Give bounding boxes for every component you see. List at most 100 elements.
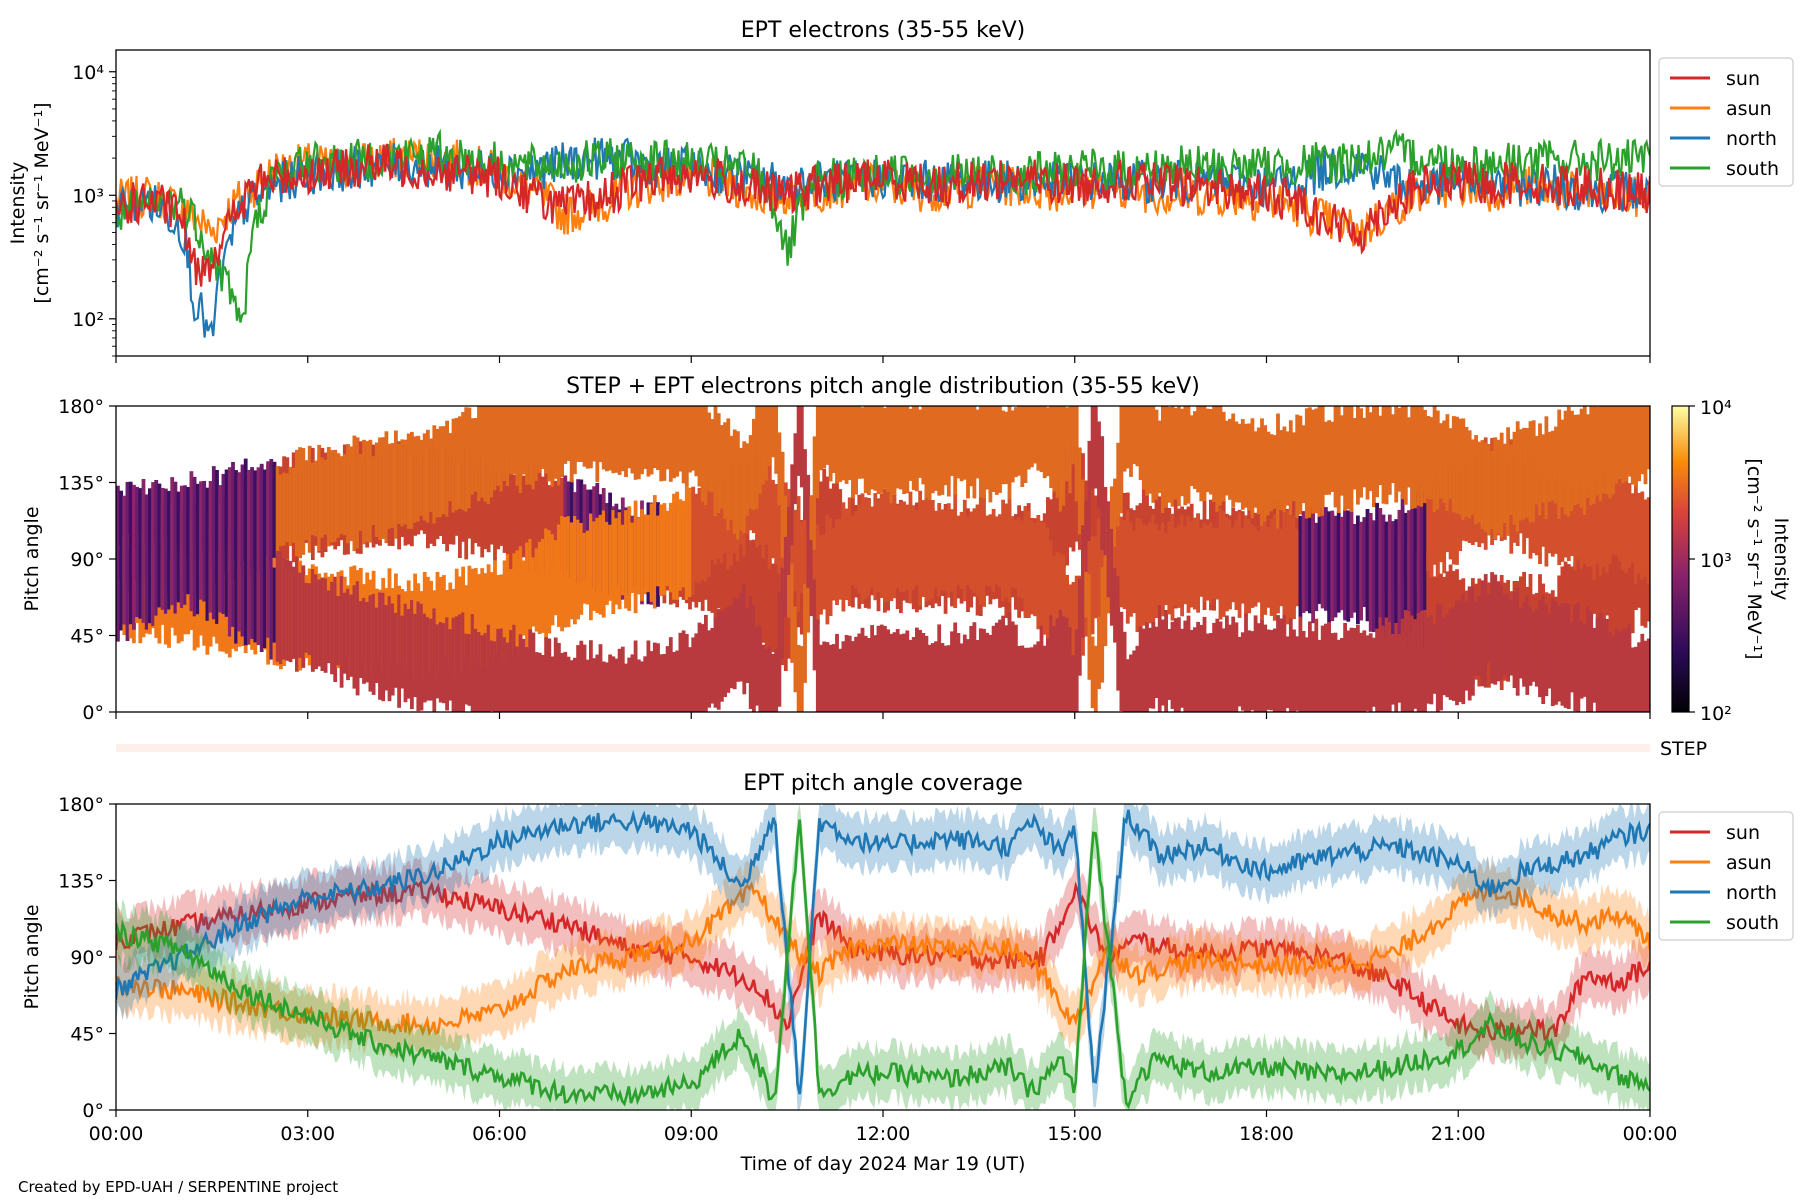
heatmap-cell bbox=[579, 640, 584, 712]
heatmap-cell bbox=[729, 435, 734, 521]
heatmap-cell bbox=[652, 406, 657, 469]
heatmap-cell bbox=[1467, 586, 1472, 701]
heatmap-cell bbox=[1113, 478, 1117, 547]
heatmap-cell bbox=[592, 521, 596, 611]
heatmap-cell bbox=[1320, 406, 1325, 516]
heatmap-cell bbox=[1225, 517, 1229, 612]
panel3-legend: sun asun north south bbox=[1658, 811, 1794, 941]
heatmap-cell bbox=[857, 406, 862, 479]
heatmap-cell bbox=[748, 596, 753, 709]
heatmap-cell bbox=[985, 515, 990, 586]
heatmap-cell bbox=[793, 557, 798, 641]
heatmap-cell bbox=[563, 517, 568, 628]
heatmap-cell bbox=[282, 472, 286, 546]
heatmap-cell bbox=[1362, 630, 1367, 712]
heatmap-cell bbox=[1234, 520, 1239, 610]
heatmap-cell bbox=[1103, 547, 1108, 646]
heatmap-cell bbox=[525, 542, 529, 650]
heatmap-cell bbox=[250, 553, 254, 639]
heatmap-cell bbox=[879, 624, 884, 712]
heatmap-cell bbox=[336, 596, 341, 666]
heatmap-cell bbox=[135, 499, 139, 579]
heatmap-cell bbox=[905, 406, 910, 494]
heatmap-cell bbox=[509, 569, 513, 644]
heatmap-cell bbox=[1138, 626, 1143, 712]
band-north bbox=[116, 804, 1650, 1110]
heatmap-cell bbox=[1346, 630, 1351, 712]
heatmap-cell bbox=[116, 542, 120, 642]
heatmap-cell bbox=[477, 574, 481, 662]
heatmap-cell bbox=[918, 409, 922, 478]
heatmap-cell bbox=[627, 657, 632, 712]
heatmap-cell bbox=[691, 406, 696, 471]
heatmap-cell bbox=[1579, 620, 1584, 699]
heatmap-cell bbox=[1525, 428, 1530, 518]
heatmap-cell bbox=[195, 510, 200, 615]
heatmap-cell bbox=[1442, 464, 1447, 574]
heatmap-cell bbox=[899, 502, 903, 592]
heatmap-cell bbox=[716, 531, 721, 609]
heatmap-cell bbox=[1541, 434, 1546, 503]
panel3-title: EPT pitch angle coverage bbox=[743, 771, 1023, 796]
heatmap-cell bbox=[295, 449, 299, 558]
heatmap-cell bbox=[847, 497, 852, 607]
heatmap-cell bbox=[1403, 512, 1408, 582]
heatmap-cell bbox=[547, 530, 552, 634]
heatmap-cell bbox=[505, 406, 510, 486]
heatmap-cell bbox=[1097, 518, 1101, 621]
heatmap-cell bbox=[1589, 481, 1594, 567]
heatmap-cell bbox=[1634, 646, 1638, 712]
heatmap-cell bbox=[646, 514, 651, 593]
heatmap-cell bbox=[537, 541, 542, 634]
heatmap-cell bbox=[384, 431, 389, 544]
heatmap-cell bbox=[857, 504, 862, 594]
x-tick-label: 15:00 bbox=[1047, 1123, 1102, 1145]
heatmap-cell bbox=[1589, 536, 1594, 618]
heatmap-cell bbox=[1368, 513, 1373, 608]
heatmap-cell bbox=[355, 437, 360, 549]
heatmap-cell bbox=[1007, 498, 1012, 603]
heatmap-cell bbox=[614, 658, 619, 712]
heatmap-cell bbox=[288, 466, 293, 546]
heatmap-cell bbox=[1122, 406, 1127, 472]
heatmap-cell bbox=[828, 644, 833, 712]
heatmap-cell bbox=[1471, 439, 1475, 515]
credit-text: Created by EPD-UAH / SERPENTINE project bbox=[18, 1178, 338, 1196]
heatmap-cell bbox=[518, 546, 523, 655]
heatmap-cell bbox=[1317, 639, 1322, 712]
heatmap-cell bbox=[1458, 418, 1463, 515]
heatmap-cell bbox=[1074, 406, 1079, 502]
heatmap-cell bbox=[1209, 633, 1213, 712]
heatmap-cell bbox=[579, 523, 584, 615]
heatmap-cell bbox=[585, 659, 590, 712]
heatmap-cell bbox=[518, 406, 523, 494]
heatmap-cell bbox=[480, 568, 485, 667]
heatmap-cell bbox=[1052, 626, 1057, 712]
heatmap-cell bbox=[1279, 430, 1284, 511]
heatmap-cell bbox=[867, 499, 871, 597]
heatmap-cell bbox=[700, 406, 705, 502]
heatmap-cell bbox=[745, 608, 750, 683]
heatmap-cell bbox=[397, 443, 401, 524]
heatmap-cell bbox=[672, 493, 676, 600]
heatmap-cell bbox=[585, 530, 590, 605]
heatmap-cell bbox=[333, 576, 338, 682]
heatmap-cell bbox=[675, 650, 680, 712]
heatmap-cell bbox=[1624, 530, 1629, 630]
heatmap-cell bbox=[1554, 601, 1558, 705]
heatmap-cell bbox=[860, 627, 865, 712]
heatmap-cell bbox=[835, 519, 839, 605]
heatmap-cell bbox=[221, 544, 226, 614]
heatmap-cell bbox=[1605, 406, 1610, 494]
heatmap-cell bbox=[966, 515, 970, 586]
heatmap-cell bbox=[1145, 525, 1149, 623]
heatmap-cell bbox=[921, 500, 926, 597]
heatmap-cell bbox=[1547, 474, 1552, 554]
heatmap-cell bbox=[1512, 591, 1517, 688]
heatmap-cell bbox=[1055, 618, 1060, 712]
heatmap-cell bbox=[854, 406, 858, 495]
heatmap-cell bbox=[697, 622, 702, 712]
heatmap-cell bbox=[790, 507, 795, 587]
heatmap-cell bbox=[1576, 414, 1581, 504]
heatmap-cell bbox=[237, 548, 242, 632]
